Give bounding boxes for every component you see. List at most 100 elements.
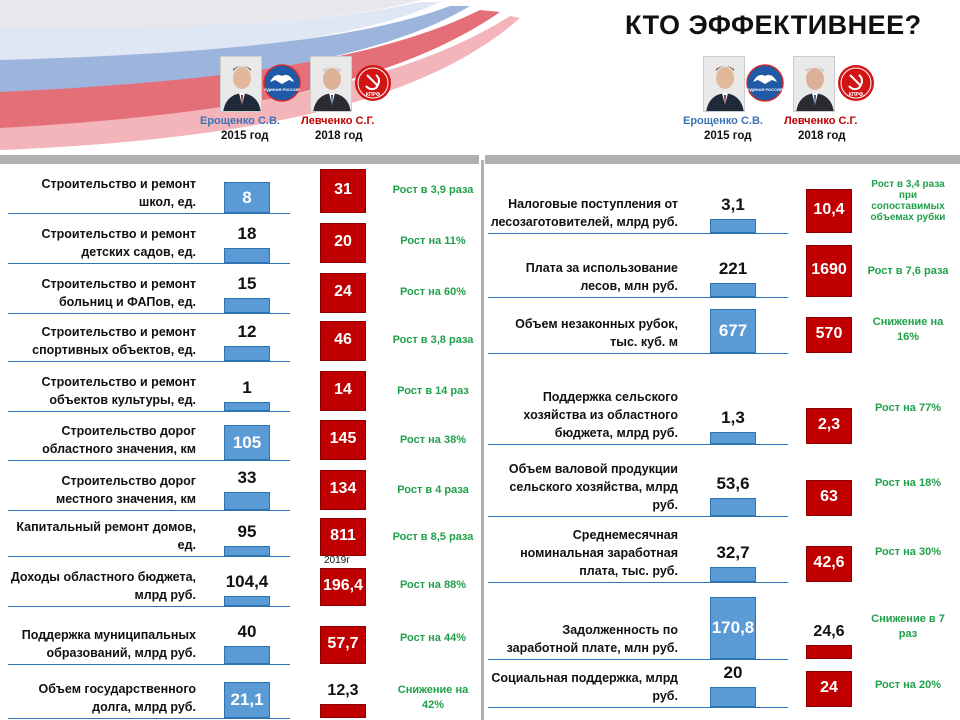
- bar-candidate-b: [806, 671, 852, 707]
- indicator-label: Объем валовой продукции сельского хозяйс…: [508, 462, 678, 512]
- growth-note: Рост на 88%: [399, 579, 467, 591]
- indicator-label: Поддержка муниципальных образований, млр…: [21, 628, 196, 660]
- row-divider-line: [488, 444, 788, 445]
- bar-candidate-b: [320, 470, 366, 510]
- bar-candidate-b: [320, 704, 366, 718]
- bar-candidate-b: [320, 273, 366, 313]
- bar-candidate-b: [320, 169, 366, 213]
- value-candidate-b: 1690: [811, 261, 847, 278]
- value-candidate-a: 1: [242, 378, 252, 397]
- growth-note: Рост в 14 раз: [397, 384, 469, 397]
- kprf-logo: КПРФ: [838, 65, 874, 101]
- bar-candidate-a: [224, 492, 270, 510]
- kprf-logo: КПРФ: [355, 65, 391, 101]
- value-candidate-a: 40: [237, 622, 257, 641]
- growth-note: Рост в 3,8 раза: [392, 334, 474, 346]
- row-divider-line: [488, 233, 788, 234]
- bar-candidate-b: [806, 480, 852, 516]
- page-title: КТО ЭФФЕКТИВНЕЕ?: [625, 10, 922, 40]
- row-divider-line: [8, 313, 290, 314]
- year-note: 2019г: [324, 555, 350, 566]
- value-candidate-b: 14: [334, 381, 352, 398]
- indicator-label: Социальная поддержка, млрд руб.: [491, 671, 678, 703]
- growth-note: Рост на 44%: [399, 631, 467, 644]
- bar-candidate-b: [320, 420, 366, 460]
- bar-candidate-a: [710, 219, 756, 233]
- bar-candidate-b: [806, 189, 852, 233]
- value-candidate-b: 24: [334, 283, 352, 300]
- indicator-label: Строительство и ремонт больниц и ФАПов, …: [41, 277, 196, 309]
- growth-note: Рост в 8,5 раза: [392, 530, 474, 543]
- growth-note: Рост на 18%: [874, 476, 942, 489]
- candidate-a-name: Ерощенко С.В.: [683, 115, 763, 127]
- candidate-header-left: ЕДИНАЯ РОССИЯ КПРФ Ерощенко С.В. 2015 го…: [200, 56, 400, 148]
- row-divider-line: [488, 297, 788, 298]
- row-divider-line: [8, 510, 290, 511]
- value-candidate-a: 32,7: [716, 543, 750, 562]
- growth-note: Рост на 60%: [399, 285, 467, 298]
- united-russia-logo: ЕДИНАЯ РОССИЯ: [746, 64, 784, 102]
- bar-candidate-b: [806, 546, 852, 582]
- row-divider-line: [8, 606, 290, 607]
- indicator-label: Строительство и ремонт спортивных объект…: [32, 325, 196, 357]
- growth-note: Снижение на 16%: [872, 316, 944, 343]
- value-candidate-a: 20: [723, 663, 743, 682]
- value-candidate-a: 21,1: [230, 690, 264, 709]
- row-divider-line: [8, 460, 290, 461]
- value-candidate-b: 24: [820, 679, 838, 696]
- bar-candidate-b: [320, 518, 366, 556]
- portrait-eroshchenko: [220, 56, 262, 112]
- row-divider-line: [8, 411, 290, 412]
- value-candidate-a: 3,1: [721, 195, 745, 214]
- bar-candidate-a: [224, 546, 270, 556]
- bar-candidate-a: [710, 283, 756, 297]
- bar-candidate-a: [710, 687, 756, 707]
- candidate-b-name: Левченко С.Г.: [784, 115, 858, 127]
- value-candidate-a: 15: [237, 274, 257, 293]
- value-candidate-a: 33: [237, 468, 257, 487]
- bar-candidate-a: [224, 346, 270, 361]
- indicator-label: Среднемесячная номинальная заработная пл…: [520, 528, 678, 578]
- value-candidate-b: 24,6: [813, 623, 845, 640]
- bar-candidate-b: [320, 371, 366, 411]
- value-candidate-a: 18: [237, 224, 257, 243]
- growth-note: Рост на 30%: [874, 545, 942, 558]
- growth-note: Снижение на 42%: [397, 683, 469, 711]
- growth-note: Рост в 7,6 раза: [867, 264, 949, 277]
- right-panel-header-bar: [485, 155, 960, 164]
- value-candidate-b: 20: [334, 233, 352, 250]
- indicator-label: Налоговые поступления от лесозаготовител…: [490, 197, 678, 229]
- value-candidate-b: 10,4: [813, 201, 845, 218]
- indicator-label: Строительство дорог областного значения,…: [42, 424, 196, 456]
- portrait-levchenko: [310, 56, 352, 112]
- portrait-levchenko: [793, 56, 835, 112]
- united-russia-logo-text: ЕДИНАЯ РОССИЯ: [747, 87, 783, 92]
- value-candidate-b: 31: [334, 181, 352, 198]
- indicator-label: Плата за использование лесов, млн руб.: [525, 261, 678, 293]
- bar-candidate-b: [806, 645, 852, 659]
- indicator-label: Объем незаконных рубок, тыс. куб. м: [515, 317, 678, 349]
- value-candidate-a: 221: [718, 259, 748, 278]
- indicator-label: Строительство и ремонт детских садов, ед…: [41, 227, 196, 259]
- bar-candidate-a: [224, 646, 270, 664]
- value-candidate-a: 104,4: [225, 572, 269, 591]
- united-russia-logo-text: ЕДИНАЯ РОССИЯ: [264, 87, 300, 92]
- growth-note: Рост в 3,9 раза: [392, 184, 474, 196]
- growth-note: Рост на 38%: [399, 433, 467, 446]
- row-divider-line: [488, 353, 788, 354]
- candidate-a-name: Ерощенко С.В.: [200, 115, 280, 127]
- left-panel-header-bar: [0, 155, 479, 164]
- bar-candidate-a: [710, 567, 756, 582]
- value-candidate-a: 1,3: [721, 408, 745, 427]
- bar-candidate-a: [224, 298, 270, 313]
- value-candidate-b: 57,7: [327, 635, 359, 652]
- value-candidate-a: 8: [242, 187, 252, 207]
- bar-candidate-b: [320, 321, 366, 361]
- bar-candidate-a: [224, 248, 270, 263]
- value-candidate-b: 42,6: [813, 554, 845, 571]
- indicator-label: Строительство и ремонт школ, ед.: [41, 177, 196, 209]
- row-divider-line: [8, 213, 290, 214]
- bar-candidate-b: [806, 317, 852, 353]
- united-russia-logo: ЕДИНАЯ РОССИЯ: [263, 64, 301, 102]
- indicator-label: Капитальный ремонт домов, ед.: [16, 520, 196, 552]
